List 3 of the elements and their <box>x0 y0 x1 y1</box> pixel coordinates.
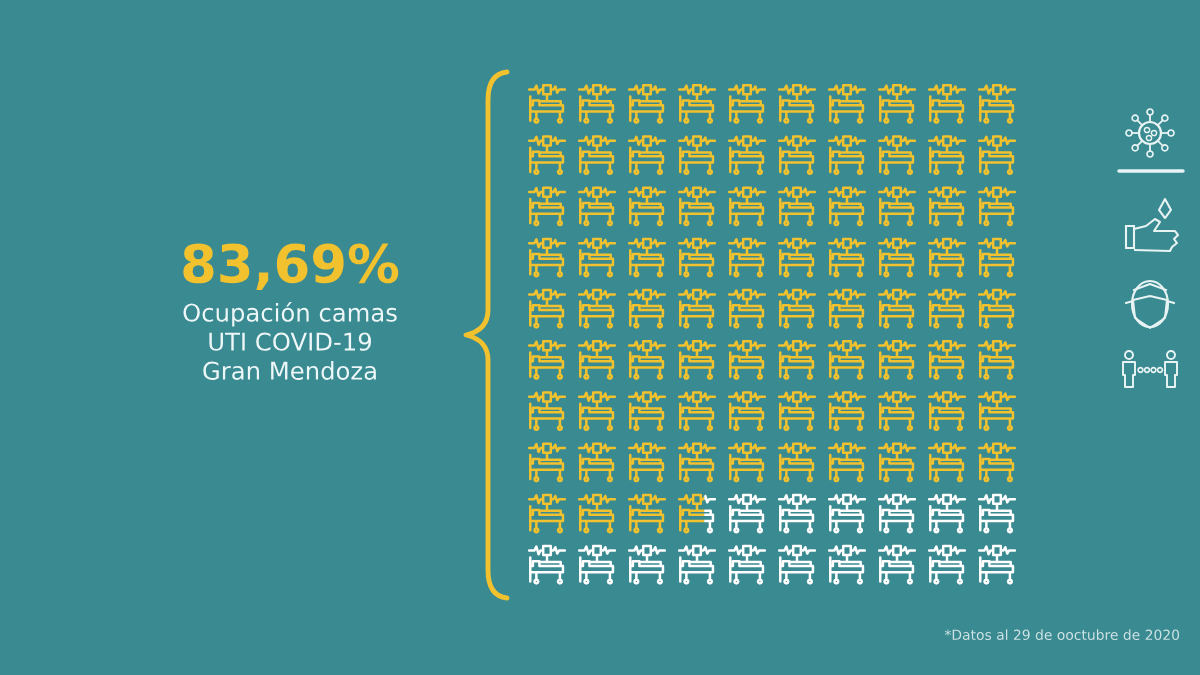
text: *Datos al 29 de ooctubre de 2020 <box>944 629 1180 641</box>
data-label: 83,69% <box>183 243 399 291</box>
text: Ocupación camas UTI COVID-19 Gran Mendoza <box>183 302 397 380</box>
